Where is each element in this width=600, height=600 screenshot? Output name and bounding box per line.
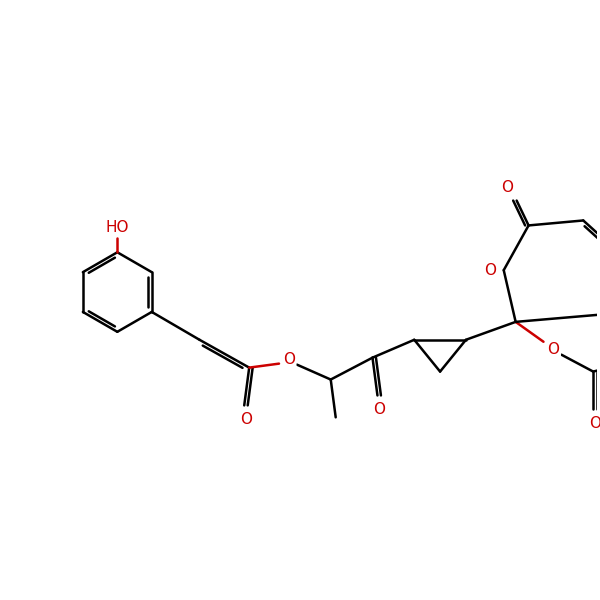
Text: O: O [283, 352, 295, 367]
Text: O: O [547, 342, 559, 357]
Text: HO: HO [106, 220, 129, 235]
Text: O: O [484, 263, 496, 278]
Text: O: O [501, 180, 513, 195]
Text: O: O [240, 412, 252, 427]
Text: O: O [373, 402, 385, 417]
Text: O: O [589, 416, 600, 431]
